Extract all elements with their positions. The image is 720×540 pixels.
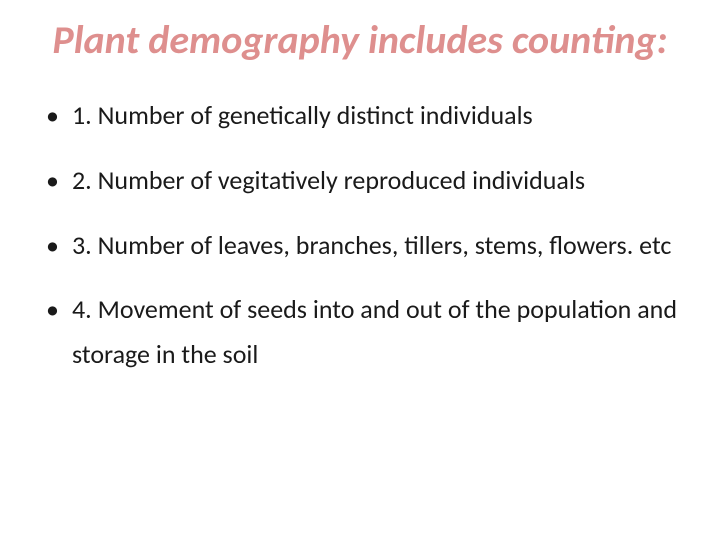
list-item: 3. Number of leaves, branches, tillers, … — [36, 223, 684, 268]
list-item: 2. Number of vegitatively reproduced ind… — [36, 158, 684, 203]
list-item: 1. Number of genetically distinct indivi… — [36, 93, 684, 138]
slide-title: Plant demography includes counting: — [36, 18, 684, 61]
list-item: 4. Movement of seeds into and out of the… — [36, 287, 684, 376]
bullet-list: 1. Number of genetically distinct indivi… — [36, 93, 684, 377]
